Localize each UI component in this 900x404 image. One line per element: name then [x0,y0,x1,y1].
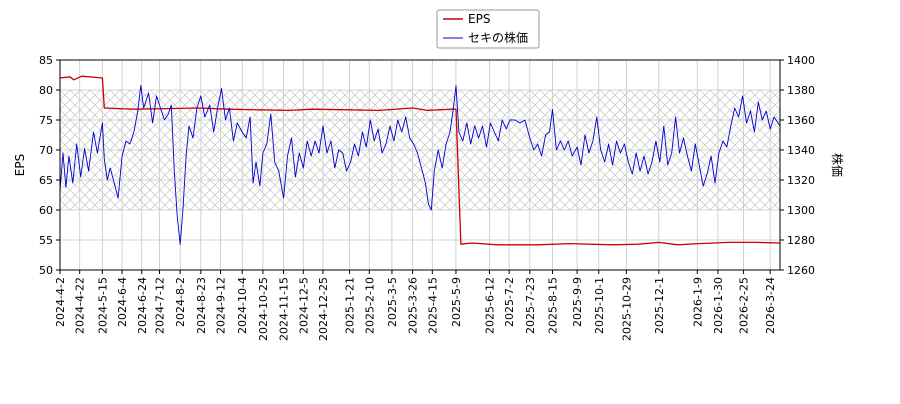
x-tick-label: 2024-7-12 [153,277,166,334]
x-tick-label: 2024-9-12 [215,277,228,334]
right-tick-label: 1320 [787,174,815,187]
x-tick-label: 2026-3-24 [764,277,777,334]
x-tick-label: 2025-10-29 [620,277,633,341]
x-tick-label: 2024-8-2 [174,277,187,327]
right-tick-label: 1280 [787,234,815,247]
x-tick-label: 2024-8-23 [195,277,208,334]
right-tick-label: 1260 [787,264,815,277]
x-tick-label: 2025-7-2 [503,277,516,327]
left-tick-label: 50 [39,264,53,277]
x-tick-label: 2026-1-30 [712,277,725,334]
x-tick-label: 2024-4-22 [74,277,87,334]
x-tick-label: 2025-5-9 [450,277,463,327]
right-tick-label: 1340 [787,144,815,157]
x-tick-label: 2024-10-4 [236,277,249,334]
left-tick-label: 65 [39,174,53,187]
left-axis: 50 55 60 65 70 75 80 85 [39,54,60,277]
right-axis: 1260 1280 1300 1320 1340 1360 1380 1400 [780,54,815,277]
series-layer [60,75,780,246]
x-tick-label: 2026-1-9 [691,277,704,327]
x-axis: 2024-4-2 2024-4-22 2024-5-15 2024-6-4 2024-6… [54,270,777,341]
x-tick-label: 2025-10-1 [593,277,606,334]
x-tick-label: 2025-3-5 [386,277,399,327]
left-axis-title: EPS [13,154,27,176]
x-tick-label: 2024-10-25 [257,277,270,341]
right-tick-label: 1380 [787,84,815,97]
plot-frame [59,59,781,271]
x-tick-label: 2025-2-10 [363,277,376,334]
left-tick-label: 60 [39,204,53,217]
right-tick-label: 1360 [787,114,815,127]
right-axis-title: 株価 [830,153,845,177]
x-tick-label: 2025-9-9 [571,277,584,327]
x-tick-label: 2024-11-15 [278,277,291,341]
x-tick-label: 2024-4-2 [54,277,67,327]
x-tick-label: 2025-1-21 [344,277,357,334]
left-tick-label: 70 [39,144,53,157]
right-tick-label: 1400 [787,54,815,67]
x-tick-label: 2025-6-12 [483,277,496,334]
x-tick-label: 2025-7-23 [524,277,537,334]
price-series-line [60,85,780,245]
x-tick-label: 2024-6-24 [136,277,149,334]
x-tick-label: 2024-12-5 [297,277,310,334]
x-tick-label: 2025-3-26 [407,277,420,334]
x-tick-label: 2026-2-25 [738,277,751,334]
x-tick-label: 2024-5-15 [96,277,109,334]
legend-label-eps: EPS [468,12,490,26]
x-tick-label: 2025-4-15 [426,277,439,334]
left-tick-label: 80 [39,84,53,97]
right-tick-label: 1300 [787,204,815,217]
x-tick-label: 2024-12-25 [317,277,330,341]
x-tick-label: 2025-12-1 [653,277,666,334]
left-tick-label: 55 [39,234,53,247]
left-tick-label: 75 [39,114,53,127]
legend-label-price: セキの株価 [468,30,528,45]
x-tick-label: 2025-8-15 [546,277,559,334]
legend: EPS セキの株価 [436,9,540,49]
eps-series-line [60,75,780,246]
x-tick-label: 2024-6-4 [116,277,129,327]
left-tick-label: 85 [39,54,53,67]
